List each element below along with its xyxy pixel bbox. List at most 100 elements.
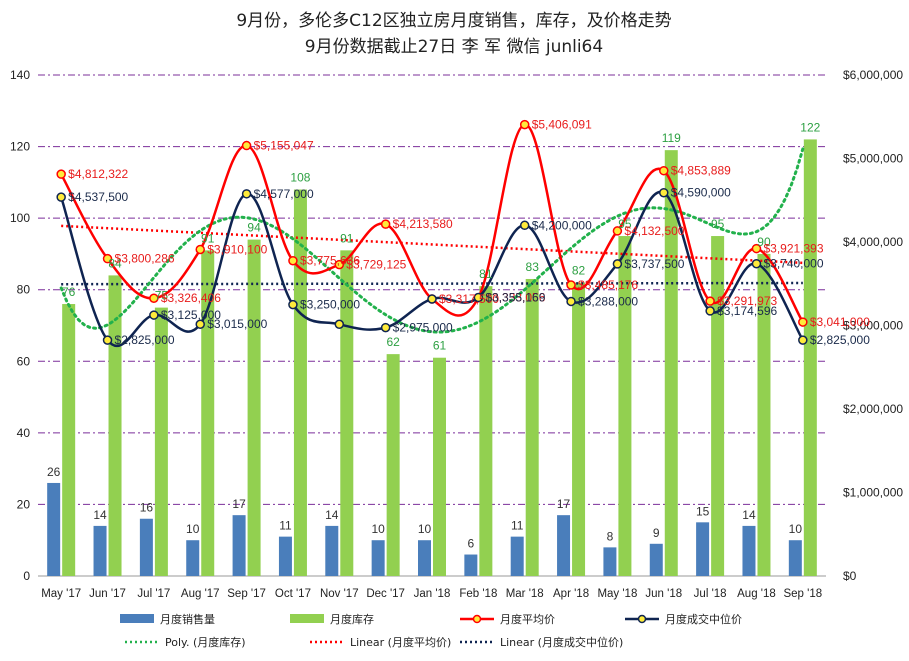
- median-price-marker: [612, 259, 623, 269]
- right-tick-label: $4,000,000: [843, 235, 903, 249]
- sales-value-label: 10: [418, 522, 432, 536]
- avg-price-marker: [566, 280, 576, 290]
- inventory-value-label: 84: [108, 256, 122, 270]
- chart-title: 9月份，多伦多C12区独立房月度销售，库存，及价格走势: [236, 11, 671, 31]
- sales-bar: [603, 547, 617, 576]
- sales-value-label: 17: [232, 497, 246, 511]
- sales-bar: [649, 543, 663, 576]
- left-tick-label: 40: [17, 426, 31, 440]
- right-tick-label: $5,000,000: [843, 152, 903, 166]
- inventory-bar: [62, 304, 76, 576]
- sales-bar: [47, 482, 61, 576]
- inventory-bar: [154, 307, 168, 576]
- inventory-value-label: 76: [62, 285, 76, 299]
- median-price-marker: [566, 296, 576, 307]
- sales-value-label: 14: [325, 508, 339, 522]
- x-axis: May '17 Jun '17 Jul '17 Aug '17 Sep '17 Oct '…: [41, 588, 822, 600]
- median-price-marker: [659, 187, 669, 198]
- inventory-bar: [340, 250, 354, 576]
- left-tick-label: 0: [23, 569, 30, 583]
- avg-price-label: $4,812,322: [68, 167, 128, 181]
- inventory-value-label: 62: [386, 335, 400, 349]
- avg-price-marker: [195, 244, 205, 255]
- median-price-label: $3,740,000: [763, 257, 823, 271]
- right-axis: $0 $1,000,000 $2,000,000 $3,000,000 $4,000,0…: [843, 68, 903, 583]
- inventory-value-label: 95: [618, 217, 632, 231]
- inventory-value-label: 61: [433, 339, 447, 353]
- x-tick-label: Jan '18: [414, 588, 451, 600]
- sales-bar: [510, 536, 524, 576]
- right-tick-label: $3,000,000: [843, 319, 903, 333]
- x-tick-label: Sep '17: [227, 588, 266, 600]
- inventory-value-label: 94: [247, 221, 261, 235]
- sales-bar: [278, 536, 292, 576]
- inventory-value-label: 122: [800, 120, 820, 134]
- x-tick-label: Dec '17: [366, 588, 405, 600]
- inventory-bar: [479, 286, 493, 576]
- inventory-bar: [711, 236, 725, 577]
- sales-value-label: 17: [557, 497, 571, 511]
- sales-bar: [742, 525, 756, 576]
- inventory-bar: [572, 282, 586, 576]
- chart-subtitle: 9月份数据截止27日 李 军 微信 junli64: [305, 37, 603, 57]
- x-tick-label: Jun '18: [645, 588, 682, 600]
- median-price-marker: [56, 192, 66, 202]
- median-price-label: $2,825,000: [810, 333, 870, 347]
- left-tick-label: 120: [10, 140, 30, 154]
- right-tick-label: $0: [843, 569, 857, 583]
- median-price-linear-trend: [61, 281, 803, 286]
- x-tick-label: Aug '18: [737, 588, 776, 600]
- inventory-value-label: 82: [572, 264, 586, 278]
- sales-bar: [788, 540, 802, 576]
- legend: 月度销售量 月度库存 月度平均价 月度成交中位价 Poly. (月度库存) Linear …: [120, 612, 742, 649]
- median-price-label: $2,975,000: [393, 321, 453, 335]
- inventory-value-label: 91: [340, 231, 354, 245]
- median-price-label: $3,174,596: [717, 304, 777, 318]
- sales-bar: [93, 525, 107, 576]
- x-tick-label: Nov '17: [320, 588, 359, 600]
- right-tick-label: $1,000,000: [843, 486, 903, 500]
- inventory-value-label: 81: [479, 267, 493, 281]
- sales-value-label: 10: [371, 522, 385, 536]
- median-price-marker: [241, 189, 252, 199]
- avg-price-label: $3,041,000: [810, 315, 870, 329]
- price-lines: [56, 119, 808, 348]
- avg-price-label: $3,921,393: [763, 242, 823, 256]
- avg-price-marker: [612, 226, 623, 236]
- avg-price-label: $5,155,047: [254, 139, 314, 153]
- inventory-bar: [803, 139, 817, 576]
- avg-price-label: $3,317,500: [439, 292, 499, 306]
- median-price-marker: [705, 306, 715, 316]
- sales-value-label: 16: [140, 501, 154, 515]
- avg-price-marker: [288, 255, 298, 266]
- x-tick-label: Sep '18: [783, 588, 822, 600]
- inventory-bar: [108, 275, 122, 576]
- sales-bar: [464, 554, 478, 576]
- sales-value-label: 9: [653, 526, 660, 540]
- sales-bar: [557, 515, 571, 576]
- sales-bar: [371, 540, 385, 576]
- legend-label: 月度成交中位价: [665, 612, 742, 626]
- legend-marker: [637, 614, 647, 624]
- inventory-value-label: 91: [201, 231, 215, 245]
- inventory-value-label: 90: [757, 235, 771, 249]
- sales-bar: [139, 518, 153, 576]
- median-price-label: $3,250,000: [300, 298, 360, 312]
- median-price-label: $4,590,000: [671, 186, 731, 200]
- sales-value-label: 10: [789, 522, 803, 536]
- sales-bar: [418, 540, 431, 576]
- inventory-bar: [618, 236, 632, 577]
- sales-value-label: 14: [93, 508, 107, 522]
- avg-price-marker: [659, 165, 669, 176]
- avg-price-label: $3,729,125: [346, 258, 406, 272]
- left-tick-label: 140: [10, 68, 30, 82]
- left-tick-label: 80: [17, 283, 31, 297]
- right-tick-label: $6,000,000: [843, 68, 903, 82]
- avg-price-label: $4,132,500: [624, 224, 684, 238]
- x-tick-label: Apr '18: [553, 588, 589, 600]
- median-price-marker: [751, 258, 762, 269]
- x-tick-label: Jul '18: [694, 588, 727, 600]
- legend-label: 月度库存: [330, 612, 374, 626]
- avg-price-label: $5,406,091: [532, 118, 592, 132]
